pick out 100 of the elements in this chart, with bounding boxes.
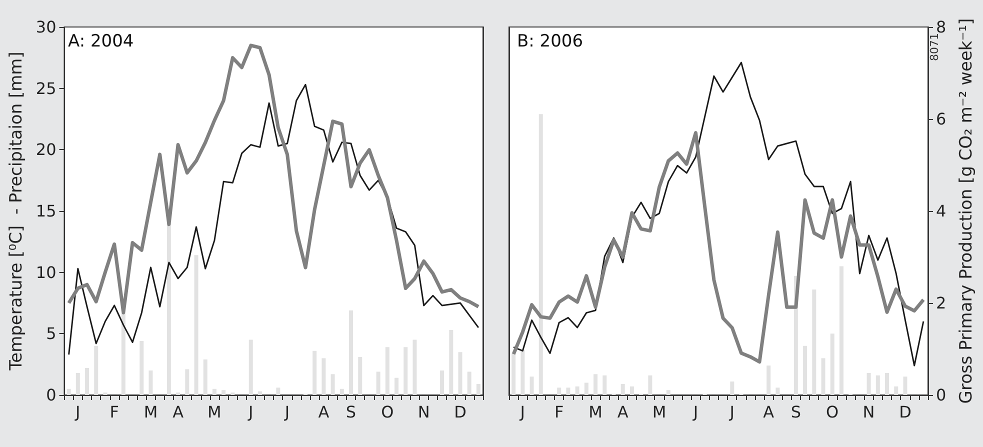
bar	[404, 347, 408, 395]
bar	[812, 290, 816, 395]
y-tick-label: 5	[46, 324, 56, 344]
bar	[830, 334, 834, 395]
bar	[322, 358, 326, 395]
bar	[194, 255, 198, 395]
bar	[203, 359, 208, 395]
bar	[340, 388, 344, 395]
bar	[876, 375, 880, 395]
bar	[803, 346, 808, 395]
x-tick-label: J	[284, 402, 290, 422]
bar	[821, 358, 826, 395]
bar	[412, 340, 417, 395]
bar	[557, 388, 562, 395]
x-tick-label: J	[519, 402, 526, 422]
bar	[648, 375, 652, 395]
bar	[440, 370, 444, 395]
bar	[730, 382, 734, 395]
y2-tick-label: 4	[936, 202, 946, 220]
chart-title: A: 2004	[68, 32, 134, 52]
line-series	[512, 131, 926, 364]
bar	[312, 350, 317, 395]
bar	[766, 366, 771, 395]
bar	[449, 330, 454, 395]
bar	[121, 312, 126, 395]
bar	[584, 382, 588, 395]
bar	[94, 346, 98, 395]
x-tick-label: M	[208, 402, 222, 422]
y-tick-label: 0	[46, 386, 56, 404]
x-tick-label: F	[554, 402, 564, 422]
y2-tick-label: 2	[936, 294, 946, 312]
bar	[330, 374, 335, 395]
y-tick-label: 20	[36, 140, 56, 160]
bar	[602, 375, 607, 395]
bar	[839, 266, 844, 395]
bar	[76, 372, 80, 395]
bar	[248, 340, 253, 395]
y2-tick-label: 0	[936, 386, 946, 404]
bar	[512, 353, 516, 395]
x-tick-label: M	[588, 402, 602, 422]
x-tick-label: M	[144, 402, 158, 422]
x-tick-label: D	[899, 402, 912, 422]
annotation: 8071	[928, 33, 941, 61]
bar	[903, 376, 908, 395]
bar	[575, 386, 580, 395]
bar	[85, 368, 90, 395]
bar	[594, 374, 598, 395]
bar	[166, 223, 171, 395]
bar	[358, 356, 362, 395]
x-tick-label: J	[74, 402, 80, 422]
y-axis-title: Temperature [⁰C] - Precipitaion [mm]	[6, 52, 26, 372]
y-tick-label: 10	[36, 262, 56, 282]
bar	[566, 388, 570, 395]
x-tick-label: A	[617, 402, 628, 422]
bar	[385, 347, 390, 395]
x-tick-label: N	[862, 402, 875, 422]
bar	[885, 372, 890, 395]
bar	[349, 310, 354, 395]
bar	[620, 384, 625, 395]
x-tick-label: M	[652, 402, 666, 422]
x-tick-label: S	[790, 402, 801, 422]
bar	[140, 341, 144, 395]
bar	[894, 386, 898, 395]
chart-title: B: 2006	[517, 32, 584, 52]
x-tick-label: A	[172, 402, 184, 422]
x-tick-label: N	[418, 402, 430, 422]
bar	[630, 386, 634, 395]
bar	[376, 372, 380, 395]
bar	[148, 370, 153, 395]
bar	[467, 372, 472, 395]
bar	[212, 388, 216, 395]
y-tick-label: 15	[36, 202, 56, 220]
bar	[476, 384, 480, 395]
bar	[520, 350, 525, 395]
x-tick-label: J	[248, 402, 254, 422]
x-tick-label: S	[346, 402, 356, 422]
y-tick-label: 30	[36, 18, 56, 36]
bar	[776, 388, 780, 395]
x-tick-label: A	[318, 402, 330, 422]
x-tick-label: A	[763, 402, 774, 422]
bar	[458, 352, 462, 395]
x-tick-label: O	[826, 402, 839, 422]
line-series	[68, 84, 480, 356]
x-tick-label: J	[728, 402, 735, 422]
x-tick-label: O	[381, 402, 394, 422]
y2-axis-title: Gross Primary Production [g CO₂ m⁻² week⁻¹]	[956, 18, 976, 404]
bar	[276, 388, 280, 395]
bar	[538, 114, 543, 395]
bar	[530, 376, 534, 395]
y2-tick-label: 6	[936, 110, 946, 128]
x-tick-label: D	[454, 402, 466, 422]
x-tick-label: F	[110, 402, 119, 422]
x-tick-label: J	[692, 402, 698, 422]
bar	[866, 372, 871, 395]
bar	[66, 388, 71, 395]
bar	[185, 369, 190, 395]
bar	[258, 391, 262, 395]
y-tick-label: 25	[36, 78, 56, 98]
bar	[394, 378, 399, 395]
bar	[222, 390, 226, 395]
